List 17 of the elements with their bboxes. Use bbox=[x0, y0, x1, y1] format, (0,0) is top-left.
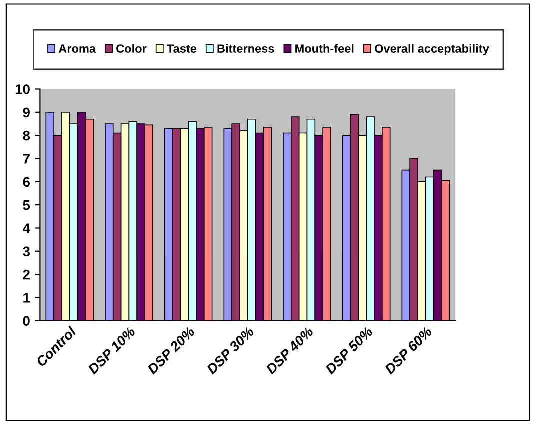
y-tick-label: 5 bbox=[23, 200, 30, 210]
y-tick-label: 0 bbox=[23, 316, 30, 326]
legend-label: Overall acceptability bbox=[375, 44, 490, 56]
y-tick-label: 9 bbox=[23, 108, 30, 118]
legend-label: Bitterness bbox=[218, 44, 274, 53]
y-tick-label: 6 bbox=[23, 177, 30, 188]
legend-label: Mouth-feel bbox=[296, 44, 354, 53]
y-tick-label: 7 bbox=[23, 154, 30, 164]
y-tick-label: 4 bbox=[22, 224, 30, 234]
legend-label: Taste bbox=[167, 44, 197, 53]
y-tick-label: 8 bbox=[23, 130, 30, 141]
y-tick-label: 3 bbox=[23, 246, 30, 257]
legend-label: Aroma bbox=[58, 44, 96, 53]
y-tick-label: 1 bbox=[24, 293, 30, 303]
y-tick-label: 2 bbox=[23, 270, 30, 280]
legend-label: Color bbox=[116, 44, 147, 53]
y-tick-label: 10 bbox=[16, 84, 30, 94]
